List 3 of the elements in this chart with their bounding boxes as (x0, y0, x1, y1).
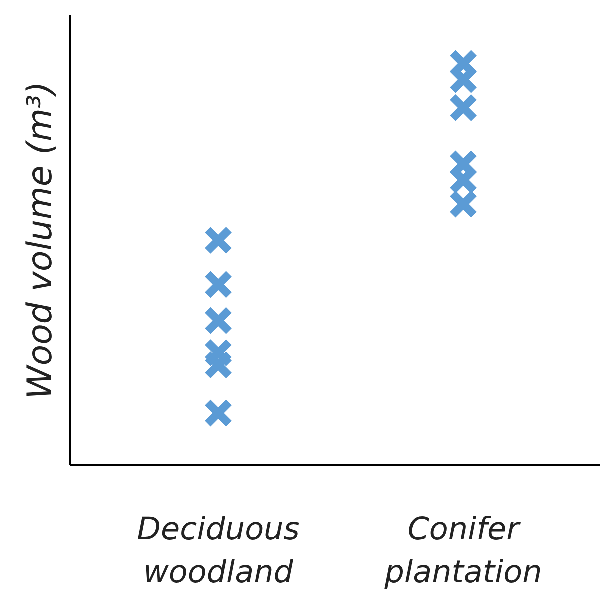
y-axis-title: Wood volume (m³) (20, 82, 60, 400)
x-tick-label: Conifer plantation (384, 512, 542, 591)
x-tick-label: Deciduous woodland (137, 512, 300, 591)
